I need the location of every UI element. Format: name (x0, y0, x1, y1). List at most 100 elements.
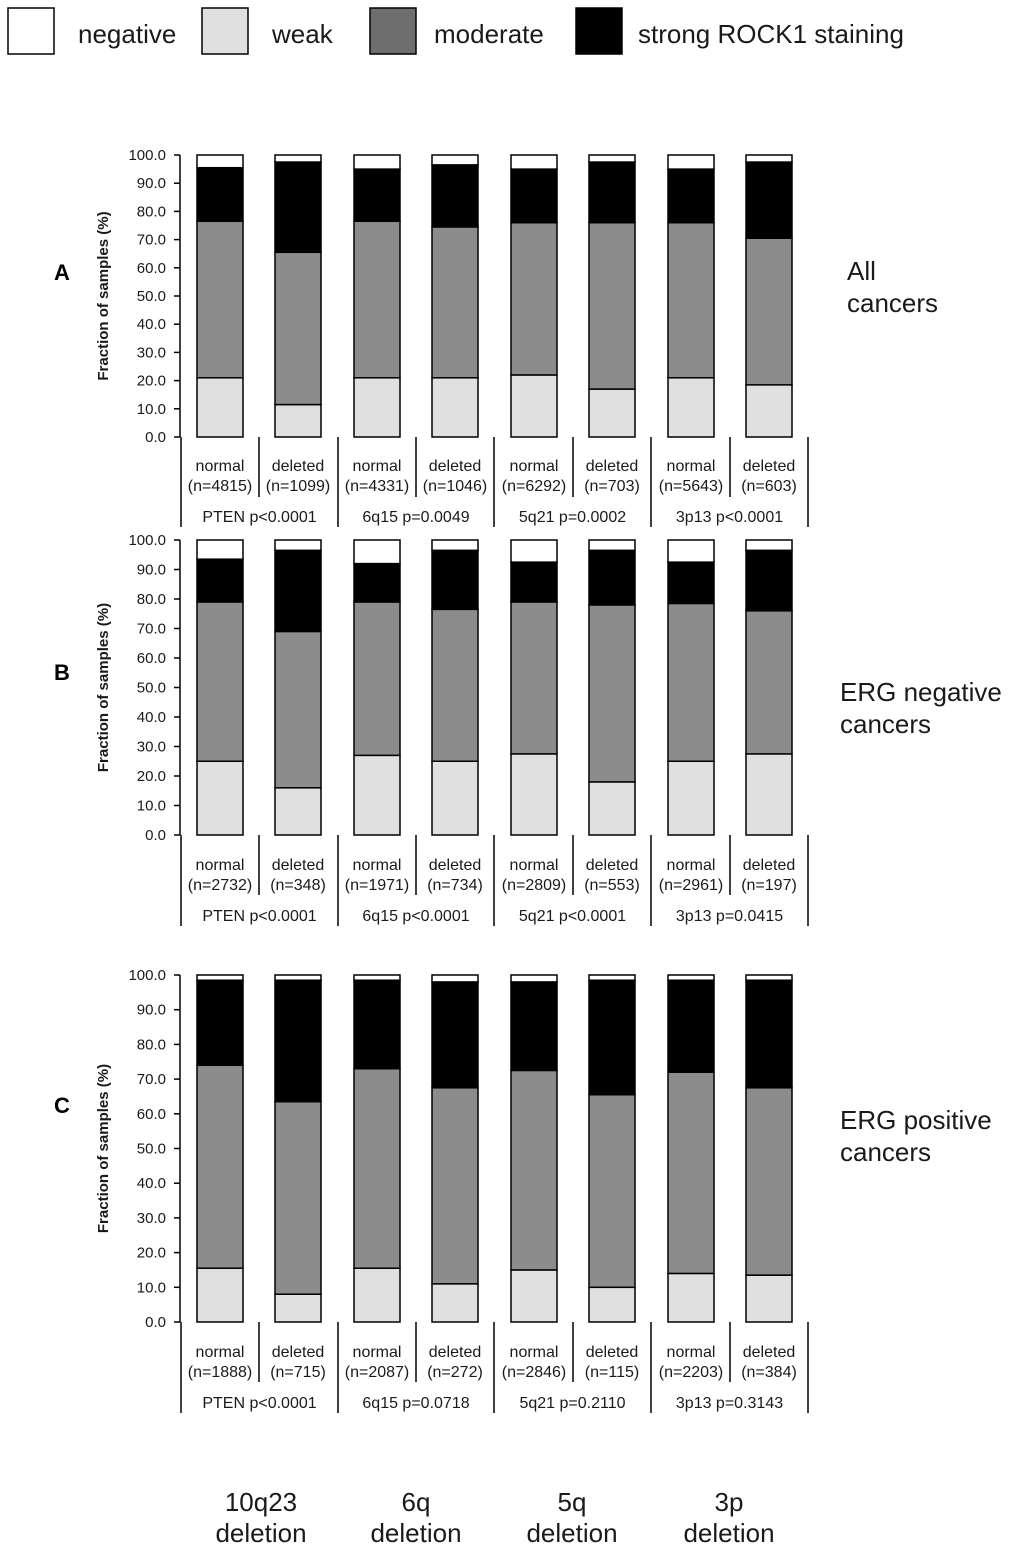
bar-segment-moderate (667, 221, 715, 379)
p-value-label: PTEN p<0.0001 (202, 509, 316, 526)
bar-segment-moderate (431, 226, 479, 379)
category-label: deleted (586, 857, 639, 874)
y-tick-label: 20.0 (137, 768, 166, 785)
bar-segment-moderate (196, 220, 244, 379)
category-label: deleted (272, 1344, 325, 1361)
p-value-label: 3p13 p=0.0415 (676, 908, 783, 925)
bar-segment-weak (667, 377, 715, 438)
bar-segment-strong (745, 979, 793, 1089)
category-label: deleted (272, 857, 325, 874)
p-value-label: PTEN p<0.0001 (202, 908, 316, 925)
category-n: (n=5643) (659, 478, 724, 495)
bar-segment-weak (196, 760, 244, 836)
bar-segment-weak (353, 1267, 401, 1323)
bar-segment-negative (196, 539, 244, 560)
bar-stack-8 (745, 974, 793, 1323)
y-tick-label: 0.0 (145, 429, 166, 446)
bar-stack-3 (353, 974, 401, 1323)
bar-segment-strong (353, 562, 401, 603)
category-label: deleted (586, 458, 639, 475)
bar-segment-moderate (588, 221, 636, 390)
category-n: (n=703) (584, 478, 640, 495)
p-value-label: 6q15 p<0.0001 (362, 908, 469, 925)
bar-segment-negative (431, 539, 479, 552)
bar-stack-4 (431, 539, 479, 836)
bar-segment-moderate (353, 601, 401, 757)
bar-segment-negative (588, 154, 636, 163)
bar-segment-negative (745, 974, 793, 981)
bar-segment-negative (353, 154, 401, 170)
deletion-label-line1: 5q (558, 1487, 587, 1517)
bar-segment-weak (431, 1283, 479, 1323)
bar-segment-negative (274, 974, 322, 981)
bar-segment-moderate (588, 604, 636, 783)
bar-segment-strong (745, 549, 793, 612)
bar-segment-moderate (510, 221, 558, 376)
category-label: deleted (743, 458, 796, 475)
bar-stack-4 (431, 974, 479, 1323)
bar-segment-negative (274, 154, 322, 163)
bar-segment-moderate (196, 601, 244, 763)
deletion-label-line2: deletion (370, 1518, 461, 1548)
bar-segment-weak (353, 754, 401, 836)
p-value-label: 6q15 p=0.0718 (362, 1395, 469, 1412)
bar-segment-strong (431, 549, 479, 611)
deletion-label-line1: 6q (402, 1487, 431, 1517)
bar-stack-5 (510, 154, 558, 438)
bar-segment-negative (745, 539, 793, 552)
bar-stack-2 (274, 974, 322, 1323)
category-label: normal (196, 458, 245, 475)
category-label: normal (353, 1344, 402, 1361)
category-label: normal (667, 857, 716, 874)
category-label: normal (196, 857, 245, 874)
y-tick-label: 100.0 (128, 967, 166, 984)
category-n: (n=4331) (345, 478, 410, 495)
bar-stack-1 (196, 974, 244, 1323)
bar-segment-strong (667, 168, 715, 224)
category-n: (n=553) (584, 877, 640, 894)
legend-swatch-weak (201, 7, 249, 55)
y-tick-label: 90.0 (137, 1002, 166, 1019)
y-tick-label: 20.0 (137, 1245, 166, 1262)
category-n: (n=384) (741, 1364, 797, 1381)
y-tick-label: 70.0 (137, 232, 166, 249)
bar-segment-negative (667, 974, 715, 981)
bar-segment-moderate (745, 237, 793, 386)
bar-segment-moderate (588, 1093, 636, 1289)
y-tick-label: 40.0 (137, 709, 166, 726)
bar-segment-negative (588, 974, 636, 981)
p-value-label: 5q21 p<0.0001 (519, 908, 626, 925)
bar-stack-3 (353, 154, 401, 438)
legend-label-weak: weak (271, 19, 334, 49)
bar-segment-strong (510, 168, 558, 224)
bar-stack-2 (274, 539, 322, 836)
bar-segment-weak (745, 384, 793, 438)
bar-segment-strong (588, 979, 636, 1096)
y-tick-label: 40.0 (137, 316, 166, 333)
bar-segment-moderate (510, 1069, 558, 1271)
y-tick-label: 10.0 (137, 1279, 166, 1296)
bar-segment-strong (196, 979, 244, 1066)
bar-stack-1 (196, 539, 244, 836)
bar-stack-7 (667, 974, 715, 1323)
deletion-label-line1: 3p (715, 1487, 744, 1517)
bar-segment-strong (274, 161, 322, 254)
bar-segment-negative (510, 539, 558, 563)
y-tick-label: 0.0 (145, 827, 166, 844)
bar-segment-weak (431, 377, 479, 438)
y-tick-label: 30.0 (137, 739, 166, 756)
deletion-label-line1: 10q23 (225, 1487, 297, 1517)
panel-letter: B (54, 660, 70, 685)
bar-segment-negative (667, 154, 715, 170)
y-tick-label: 30.0 (137, 344, 166, 361)
bar-segment-weak (196, 1267, 244, 1323)
bar-segment-moderate (745, 610, 793, 755)
y-tick-label: 50.0 (137, 680, 166, 697)
bar-segment-strong (510, 561, 558, 603)
bar-stack-1 (196, 154, 244, 438)
category-n: (n=2732) (188, 877, 253, 894)
bar-segment-negative (196, 974, 244, 981)
